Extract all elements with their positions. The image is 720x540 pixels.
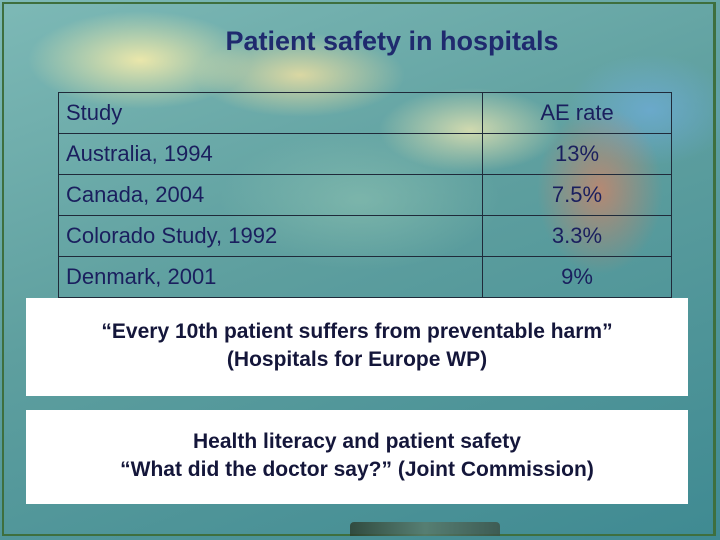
study-cell: Colorado Study, 1992 [58,215,483,257]
callout-source: (Hospitals for Europe WP) [226,348,488,371]
column-header-study: Study [58,92,483,134]
table-header-row: Study AE rate [58,92,672,134]
table-row: Australia, 1994 13% [58,133,672,175]
study-cell: Canada, 2004 [58,174,483,216]
ae-rate-cell: 9% [482,256,672,298]
study-cell: Australia, 1994 [58,133,483,175]
callout-health-literacy: Health literacy and patient safety “What… [26,410,688,504]
table-row: Colorado Study, 1992 3.3% [58,215,672,257]
table-row: Canada, 2004 7.5% [58,174,672,216]
column-header-ae-rate: AE rate [482,92,672,134]
callout-quote: “Every 10th patient suffers from prevent… [101,320,613,343]
ae-rate-cell: 13% [482,133,672,175]
study-cell: Denmark, 2001 [58,256,483,298]
table-row: Denmark, 2001 9% [58,256,672,298]
slide-title: Patient safety in hospitals [225,26,559,56]
ae-rate-table: Study AE rate Australia, 1994 13% Canada… [58,92,672,298]
ae-rate-cell: 3.3% [482,215,672,257]
decorative-image-fragment [350,522,500,536]
callout-heading: Health literacy and patient safety [193,430,521,453]
ae-rate-cell: 7.5% [482,174,672,216]
callout-source: “What did the doctor say?” (Joint Commis… [120,458,594,481]
callout-preventable-harm: “Every 10th patient suffers from prevent… [26,298,688,396]
